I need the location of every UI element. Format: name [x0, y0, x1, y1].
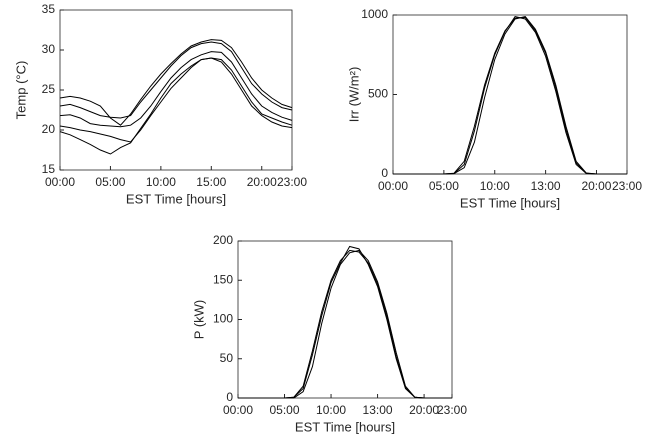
x-tick-label: 23:00 — [277, 175, 307, 189]
x-axis-label: EST Time [hours] — [295, 419, 395, 434]
axes-box — [392, 14, 628, 175]
y-tick-label: 50 — [220, 351, 234, 365]
x-tick-label: 23:00 — [437, 403, 467, 417]
x-axis-label: EST Time [hours] — [126, 191, 226, 206]
x-tick-label: 05:00 — [429, 179, 459, 193]
x-tick-label: 13:00 — [531, 179, 561, 193]
y-axis-label: Irr (W/m²) — [346, 67, 361, 123]
y-tick-label: 150 — [213, 272, 233, 286]
y-tick-label: 25 — [42, 82, 56, 96]
data-line — [59, 41, 293, 119]
y-tick-label: 1000 — [361, 7, 388, 21]
x-tick-label: 05:00 — [95, 175, 125, 189]
y-axis-label: P (kW) — [191, 300, 206, 339]
x-tick-label: 23:00 — [612, 179, 642, 193]
x-axis-label: EST Time [hours] — [460, 195, 560, 210]
x-tick-label: 00:00 — [223, 403, 253, 417]
y-tick-label: 0 — [226, 390, 233, 404]
data-line — [59, 51, 293, 128]
y-tick-label: 500 — [368, 87, 388, 101]
x-tick-label: 20:00 — [581, 179, 611, 193]
x-tick-label: 20:00 — [247, 175, 277, 189]
data-line — [59, 39, 293, 126]
x-tick-label: 10:00 — [146, 175, 176, 189]
x-tick-label: 15:00 — [196, 175, 226, 189]
data-line — [238, 245, 452, 399]
x-tick-label: 05:00 — [270, 403, 300, 417]
axes-box — [237, 240, 453, 399]
x-tick-label: 10:00 — [316, 403, 346, 417]
x-tick-label: 00:00 — [45, 175, 75, 189]
data-line — [238, 249, 452, 399]
y-tick-label: 20 — [42, 122, 56, 136]
y-tick-label: 15 — [42, 162, 56, 176]
data-line — [59, 57, 293, 155]
data-line — [238, 249, 452, 399]
y-tick-label: 30 — [42, 42, 56, 56]
x-tick-label: 20:00 — [409, 403, 439, 417]
data-line — [59, 57, 293, 143]
y-tick-label: 0 — [381, 166, 388, 180]
x-tick-label: 00:00 — [378, 179, 408, 193]
y-tick-label: 35 — [42, 2, 56, 16]
y-tick-label: 100 — [213, 312, 233, 326]
data-line — [393, 16, 627, 175]
y-tick-label: 200 — [213, 233, 233, 247]
x-tick-label: 10:00 — [480, 179, 510, 193]
data-line — [393, 16, 627, 175]
data-line — [393, 16, 627, 175]
y-axis-label: Temp (°C) — [13, 61, 28, 120]
x-tick-label: 13:00 — [363, 403, 393, 417]
